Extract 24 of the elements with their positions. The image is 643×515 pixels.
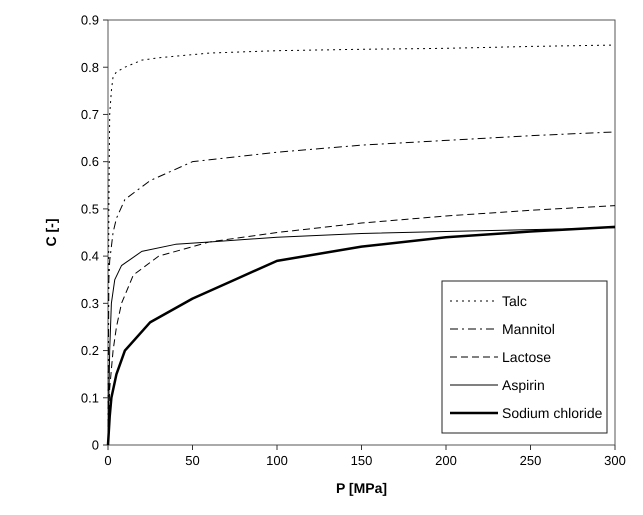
- y-tick-label: 0.5: [80, 201, 99, 216]
- x-tick-label: 200: [435, 453, 457, 468]
- y-tick-label: 0.9: [80, 12, 99, 28]
- x-tick-label: 250: [520, 453, 542, 468]
- y-tick-label: 0.3: [80, 296, 99, 311]
- y-tick-label: 0: [92, 438, 99, 453]
- legend-label: Mannitol: [502, 320, 555, 337]
- x-axis-title: P [MPa]: [336, 480, 388, 496]
- legend-label: Aspirin: [502, 376, 545, 393]
- y-axis-title: C [-]: [43, 218, 59, 246]
- legend-label: Sodium chloride: [502, 404, 603, 421]
- x-tick-label: 300: [604, 453, 626, 468]
- y-tick-label: 0.1: [80, 390, 99, 406]
- y-tick-label: 0.2: [80, 343, 99, 358]
- x-tick-label: 100: [266, 453, 288, 468]
- x-tick-label: 0: [104, 453, 112, 468]
- y-tick-label: 0.6: [80, 154, 99, 170]
- legend-label: Talc: [502, 292, 527, 309]
- legend-label: Lactose: [502, 348, 552, 365]
- x-tick-label: 150: [350, 453, 372, 468]
- x-tick-label: 50: [185, 453, 200, 468]
- y-tick-label: 0.4: [80, 248, 99, 264]
- y-tick-label: 0.8: [80, 60, 99, 75]
- y-tick-label: 0.7: [80, 106, 99, 122]
